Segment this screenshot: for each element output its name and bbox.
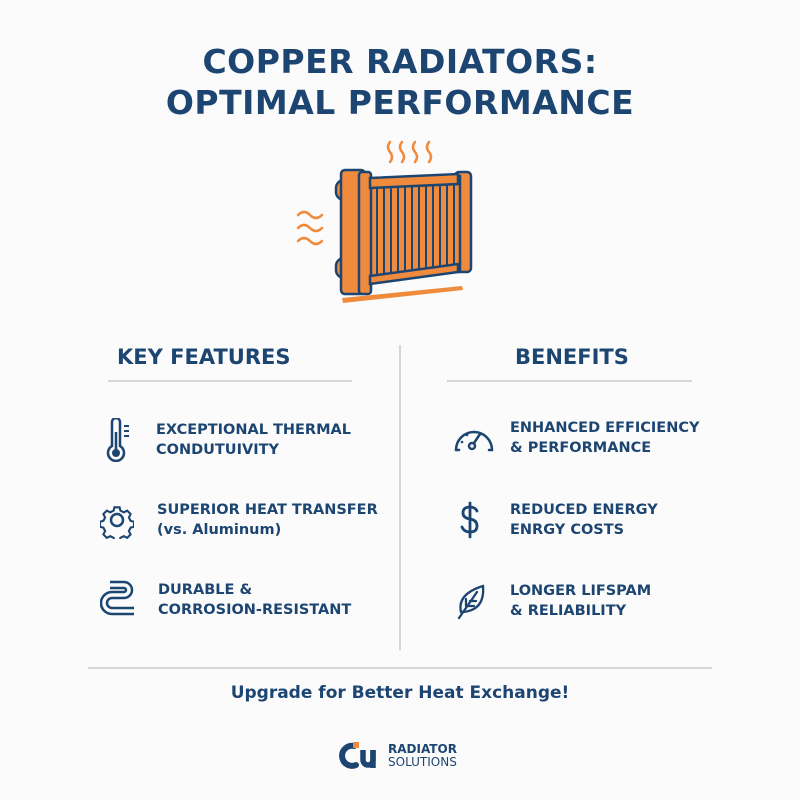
feature-line-2: CONDUTUIVITY <box>156 442 279 458</box>
feature-item: DURABLE & CORROSION-RESISTANT <box>100 580 351 620</box>
feature-line-2: (vs. Aluminum) <box>157 522 282 538</box>
feature-line-1: EXCEPTIONAL THERMAL <box>156 422 351 438</box>
floor-shadow <box>342 286 463 303</box>
feature-item: SUPERIOR HEAT TRANSFER (vs. Aluminum) <box>100 500 378 540</box>
benefit-line-2: & RELIABILITY <box>510 603 627 619</box>
column-divider <box>399 345 401 650</box>
feature-item: EXCEPTIONAL THERMAL CONDUTUIVITY <box>104 418 351 462</box>
heat-waves-side <box>296 210 324 246</box>
heat-waves-top <box>386 140 433 164</box>
logo-line-2: SOLUTIONS <box>388 755 457 769</box>
coiled-pipe-icon <box>100 580 134 616</box>
benefit-item: REDUCED ENERGY ENRGY COSTS <box>458 500 658 540</box>
benefit-line-1: LONGER LIFSPAM <box>510 583 652 599</box>
cu-logo-mark <box>339 742 376 769</box>
radiator-illustration <box>296 140 473 303</box>
footer-divider <box>88 667 712 669</box>
feature-line-1: SUPERIOR HEAT TRANSFER <box>157 502 378 518</box>
benefit-item: ENHANCED EFFICIENCY & PERFORMANCE <box>452 418 700 458</box>
title-line-1: COPPER RADIATORS: <box>202 42 598 81</box>
benefit-item: LONGER LIFSPAM & RELIABILITY <box>455 581 651 621</box>
leaf-icon <box>457 584 485 620</box>
logo-line-1: RADIATOR <box>388 742 457 756</box>
dollar-icon <box>460 501 479 539</box>
benefits-heading: BENEFITS <box>515 345 629 369</box>
title-line-2: OPTIMAL PERFORMANCE <box>165 83 635 122</box>
gear-icon <box>100 506 134 539</box>
features-divider <box>108 380 352 382</box>
thermometer-icon <box>106 418 129 462</box>
feature-line-2: CORROSION-RESISTANT <box>158 602 352 618</box>
benefit-line-2: ENRGY COSTS <box>510 522 625 538</box>
benefits-divider <box>447 380 692 382</box>
benefit-line-1: ENHANCED EFFICIENCY <box>510 420 700 436</box>
logo: RADIATOR SOLUTIONS <box>336 738 457 774</box>
radiator-fins <box>376 184 455 276</box>
key-features-heading: KEY FEATURES <box>117 345 291 369</box>
gauge-icon <box>454 430 494 452</box>
feature-line-1: DURABLE & <box>158 582 253 598</box>
tagline: Upgrade for Better Heat Exchange! <box>230 683 570 703</box>
benefit-line-1: REDUCED ENERGY <box>510 502 658 518</box>
benefit-line-2: & PERFORMANCE <box>510 440 652 456</box>
